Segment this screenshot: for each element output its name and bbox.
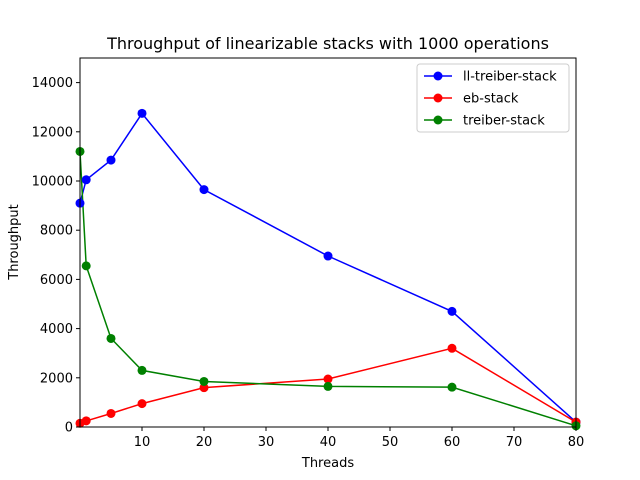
y-axis: 0 2000 4000 6000 8000 10000 12000 14000 xyxy=(32,76,80,436)
data-point-treiber-stack xyxy=(106,333,116,343)
x-tick-label: 80 xyxy=(568,435,585,450)
data-point-eb-stack xyxy=(137,399,147,409)
y-tick-label: 4000 xyxy=(40,322,73,337)
data-point-treiber-stack xyxy=(81,261,91,271)
data-point-eb-stack xyxy=(106,408,116,418)
data-point-ll-treiber-stack xyxy=(447,306,457,316)
x-tick-label: 40 xyxy=(320,435,337,450)
y-tick-label: 2000 xyxy=(40,371,73,386)
y-axis-title: Throughput xyxy=(7,204,22,281)
legend-label-eb-stack: eb-stack xyxy=(463,92,519,107)
x-axis: 10 20 30 40 50 60 70 80 xyxy=(134,427,585,450)
x-tick-label: 50 xyxy=(382,435,399,450)
x-tick-label: 30 xyxy=(258,435,275,450)
x-tick-label: 20 xyxy=(196,435,213,450)
data-point-ll-treiber-stack xyxy=(137,108,147,118)
series-markers xyxy=(75,108,581,431)
x-axis-title: Threads xyxy=(301,456,354,471)
data-point-treiber-stack xyxy=(323,381,333,391)
data-point-treiber-stack xyxy=(199,376,209,386)
data-point-eb-stack xyxy=(323,374,333,384)
y-tick-label: 10000 xyxy=(32,175,73,190)
legend-marker-eb-stack xyxy=(433,93,443,103)
legend-box xyxy=(416,63,570,133)
data-point-eb-stack xyxy=(199,383,209,393)
series-line-ll-treiber-stack xyxy=(79,112,577,423)
legend-label-ll-treiber-stack: ll-treiber-stack xyxy=(463,70,557,85)
series-line-treiber-stack xyxy=(79,151,577,427)
data-point-ll-treiber-stack xyxy=(106,155,116,165)
y-tick-label: 14000 xyxy=(32,76,73,91)
data-point-eb-stack xyxy=(81,416,91,426)
y-tick-label: 6000 xyxy=(40,273,73,288)
data-point-ll-treiber-stack xyxy=(323,251,333,261)
legend-marker-treiber-stack xyxy=(433,115,443,125)
x-tick-label: 10 xyxy=(134,435,151,450)
x-tick-label: 60 xyxy=(444,435,461,450)
y-tick-label: 8000 xyxy=(40,224,73,239)
data-point-ll-treiber-stack xyxy=(199,185,209,195)
data-point-treiber-stack xyxy=(137,365,147,375)
data-point-eb-stack xyxy=(447,343,457,353)
y-tick-label: 0 xyxy=(65,421,73,436)
legend-marker-ll-treiber-stack xyxy=(433,71,443,81)
y-tick-label: 12000 xyxy=(32,125,73,140)
legend: ll-treiber-stack eb-stack treiber-stack xyxy=(416,63,570,133)
legend-label-treiber-stack: treiber-stack xyxy=(463,114,545,129)
chart-title: Throughput of linearizable stacks with 1… xyxy=(106,34,549,53)
x-tick-label: 70 xyxy=(506,435,523,450)
data-point-treiber-stack xyxy=(447,382,457,392)
data-point-ll-treiber-stack xyxy=(81,175,91,185)
